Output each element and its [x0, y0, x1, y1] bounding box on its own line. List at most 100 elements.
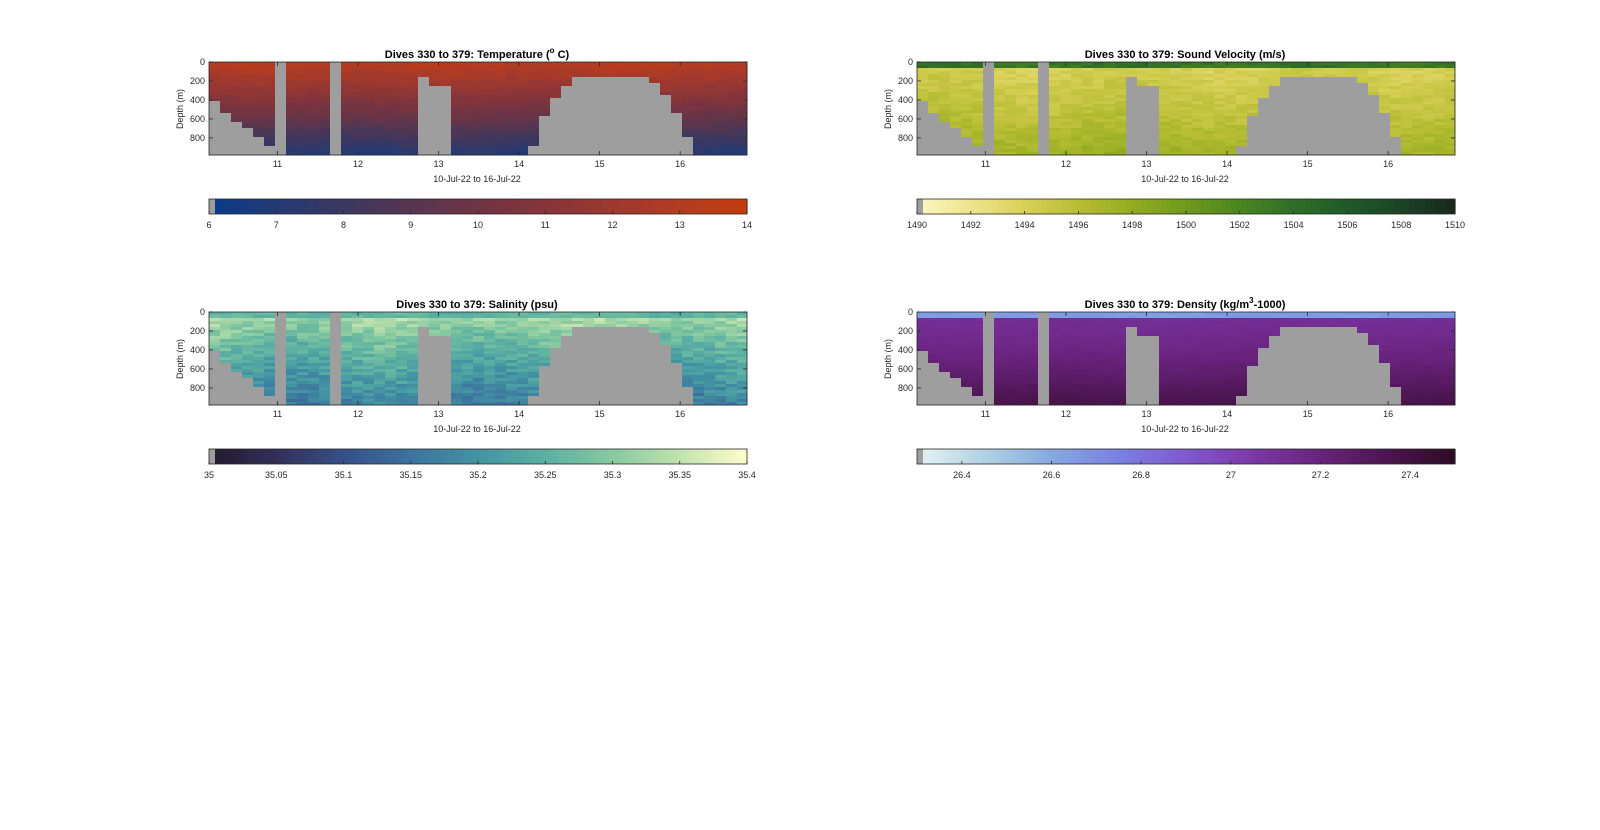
heatmap-cell [550, 104, 562, 108]
heatmap-cell [1049, 101, 1061, 105]
heatmap-cell [1324, 146, 1336, 150]
heatmap-cell [660, 375, 672, 379]
heatmap-cell [961, 149, 973, 153]
heatmap-cell [495, 318, 507, 322]
heatmap-cell [462, 131, 474, 135]
heatmap-cell [418, 315, 430, 319]
heatmap-cell [950, 128, 962, 132]
heatmap-cell [1368, 62, 1380, 66]
heatmap-cell [994, 134, 1006, 138]
heatmap-cell [495, 357, 507, 361]
heatmap-cell [1236, 149, 1248, 153]
heatmap-cell [330, 104, 342, 108]
heatmap-cell [385, 92, 397, 96]
heatmap-cell [627, 113, 639, 117]
heatmap-cell [484, 318, 496, 322]
heatmap-cell [1390, 83, 1402, 87]
heatmap-cell [242, 324, 254, 328]
heatmap-cell [407, 101, 419, 105]
heatmap-cell [242, 339, 254, 343]
heatmap-cell [726, 339, 738, 343]
heatmap-cell [462, 378, 474, 382]
heatmap-cell [1434, 101, 1446, 105]
heatmap-cell [528, 131, 540, 135]
heatmap-cell [682, 378, 694, 382]
heatmap-cell [1137, 62, 1149, 66]
heatmap-cell [1280, 83, 1292, 87]
heatmap-cell [385, 131, 397, 135]
heatmap-cell [1115, 101, 1127, 105]
heatmap-cell [704, 318, 716, 322]
heatmap-cell [1247, 65, 1259, 69]
heatmap-cell [517, 348, 529, 352]
heatmap-cell [950, 131, 962, 135]
heatmap-cell [1269, 134, 1281, 138]
heatmap-cell [1181, 140, 1193, 144]
heatmap-cell [616, 89, 628, 93]
heatmap-cell [561, 86, 573, 90]
heatmap-cell [385, 74, 397, 78]
heatmap-cell [1170, 68, 1182, 72]
heatmap-cell [220, 92, 232, 96]
heatmap-cell [1005, 83, 1017, 87]
heatmap-cell [473, 110, 485, 114]
heatmap-cell [330, 149, 342, 153]
heatmap-cell [330, 336, 342, 340]
heatmap-cell [374, 315, 386, 319]
heatmap-cell [737, 122, 748, 126]
heatmap-cell [1181, 131, 1193, 135]
heatmap-cell [605, 318, 617, 322]
heatmap-cell [352, 333, 364, 337]
heatmap-cell [253, 375, 265, 379]
heatmap-cell [627, 351, 639, 355]
heatmap-cell [330, 345, 342, 349]
heatmap-cell [1401, 62, 1413, 66]
heatmap-cell [220, 113, 232, 117]
heatmap-cell [319, 86, 331, 90]
heatmap-cell [407, 387, 419, 391]
colorbar-segment [1260, 199, 1267, 214]
heatmap-cell [1071, 71, 1083, 75]
heatmap-cell [209, 351, 221, 355]
heatmap-cell [308, 134, 320, 138]
heatmap-cell [451, 77, 463, 81]
heatmap-cell [484, 104, 496, 108]
heatmap-cell [682, 330, 694, 334]
heatmap-cell [715, 378, 727, 382]
heatmap-cell [649, 342, 661, 346]
heatmap-cell [231, 65, 243, 69]
heatmap-cell [682, 86, 694, 90]
heatmap-cell [462, 104, 474, 108]
heatmap-cell [451, 360, 463, 364]
heatmap-cell [1346, 149, 1358, 153]
heatmap-cell [1170, 74, 1182, 78]
heatmap-cell [330, 74, 342, 78]
heatmap-cell [605, 104, 617, 108]
heatmap-cell [1423, 128, 1435, 132]
heatmap-cell [1126, 80, 1138, 84]
heatmap-cell [253, 366, 265, 370]
heatmap-cell [297, 140, 309, 144]
heatmap-cell [363, 140, 375, 144]
heatmap-cell [1148, 83, 1160, 87]
heatmap-cell [638, 68, 650, 72]
heatmap-cell [917, 83, 929, 87]
heatmap-cell [451, 387, 463, 391]
heatmap-cell [1038, 77, 1050, 81]
heatmap-cell [726, 366, 738, 370]
heatmap-cell [341, 101, 353, 105]
heatmap-cell [1379, 143, 1391, 147]
heatmap-cell [704, 399, 716, 403]
heatmap-cell [583, 101, 595, 105]
heatmap-cell [363, 62, 375, 66]
heatmap-cell [1412, 107, 1424, 111]
colorbar-segment [1325, 199, 1332, 214]
heatmap-cell [451, 62, 463, 66]
heatmap-cell [330, 387, 342, 391]
heatmap-cell [264, 68, 276, 72]
heatmap-cell [1313, 80, 1325, 84]
heatmap-cell [616, 62, 628, 66]
colorbar-segment [652, 199, 658, 214]
heatmap-cell [275, 131, 287, 135]
heatmap-cell [638, 140, 650, 144]
